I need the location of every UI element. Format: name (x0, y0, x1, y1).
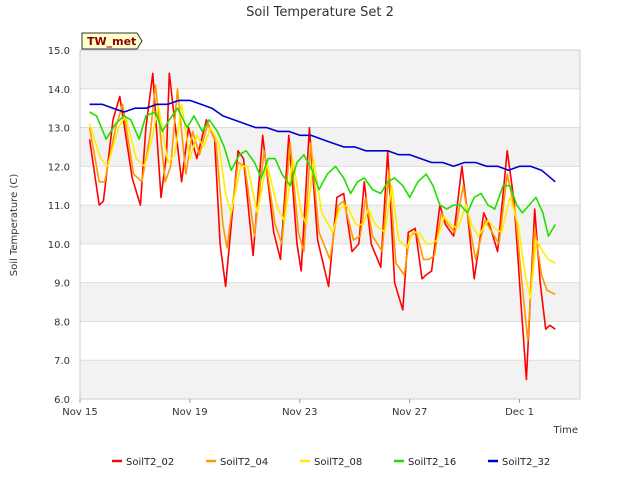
series-line-soilt2_04 (88, 84, 556, 342)
plot-background (80, 50, 580, 399)
legend-label: SoilT2_04 (220, 457, 268, 468)
x-tick-label: Nov 19 (172, 407, 207, 418)
y-tick-label: 7.0 (54, 356, 70, 367)
x-tick-label: Nov 27 (392, 407, 427, 418)
y-tick-label: 15.0 (48, 46, 70, 57)
grid-band (80, 205, 580, 244)
y-tick-label: 11.0 (48, 201, 70, 212)
legend-label: SoilT2_32 (502, 457, 550, 468)
y-axis-ticks: 6.0 7.0 8.0 9.0 10.0 11.0 12.0 13.0 14.0 15.0 (48, 46, 70, 406)
site-badge-label: TW_met (87, 35, 136, 48)
y-tick-label: 9.0 (54, 279, 70, 290)
legend: SoilT2_02 SoilT2_04 SoilT2_08 SoilT2_16 Soil… (112, 457, 550, 468)
x-tick-label: Dec 1 (505, 407, 534, 418)
legend-label: SoilT2_08 (314, 457, 362, 468)
y-axis-label: Soil Temperature (C) (9, 174, 20, 277)
y-tick-label: 10.0 (48, 240, 70, 251)
x-axis-label: Time (553, 425, 578, 436)
y-tick-label: 8.0 (54, 317, 70, 328)
series-lines (88, 72, 556, 381)
grid-band (80, 282, 580, 322)
y-tick-label: 12.0 (48, 162, 70, 173)
series-line-soilt2_08 (88, 103, 556, 299)
site-badge-shape (81, 32, 143, 50)
site-badge: TW_met (81, 32, 143, 50)
x-axis-ticks: Nov 15 Nov 19 Nov 23 Nov 27 Dec 1 (62, 399, 534, 418)
chart-title: Soil Temperature Set 2 (246, 5, 394, 20)
legend-label: SoilT2_02 (126, 457, 174, 468)
series-line-soilt2_16 (89, 107, 556, 237)
grid-band (80, 127, 580, 167)
y-tick-label: 13.0 (48, 124, 70, 135)
plot-frame (79, 49, 581, 400)
grid-band (80, 50, 580, 89)
legend-label: SoilT2_16 (408, 457, 456, 468)
y-tick-label: 14.0 (48, 85, 70, 96)
grid-band (80, 360, 580, 399)
series-line-soilt2_32 (89, 99, 556, 183)
x-tick-label: Nov 15 (62, 407, 97, 418)
y-tick-label: 6.0 (54, 395, 70, 406)
x-tick-label: Nov 23 (282, 407, 317, 418)
